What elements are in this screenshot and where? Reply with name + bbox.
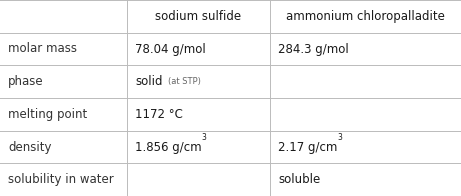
Text: 2.17 g/cm: 2.17 g/cm [278, 141, 337, 153]
Text: melting point: melting point [8, 108, 88, 121]
Text: soluble: soluble [278, 173, 320, 186]
Text: solid: solid [135, 75, 163, 88]
Text: molar mass: molar mass [8, 43, 77, 55]
Text: density: density [8, 141, 52, 153]
Text: sodium sulfide: sodium sulfide [155, 10, 241, 23]
Text: solubility in water: solubility in water [8, 173, 114, 186]
Text: phase: phase [8, 75, 44, 88]
Text: 3: 3 [202, 133, 207, 142]
Text: 78.04 g/mol: 78.04 g/mol [135, 43, 206, 55]
Text: 1172 °C: 1172 °C [135, 108, 183, 121]
Text: 284.3 g/mol: 284.3 g/mol [278, 43, 349, 55]
Text: (at STP): (at STP) [168, 77, 201, 86]
Text: 1.856 g/cm: 1.856 g/cm [135, 141, 202, 153]
Text: ammonium chloropalladite: ammonium chloropalladite [286, 10, 445, 23]
Text: 3: 3 [337, 133, 342, 142]
